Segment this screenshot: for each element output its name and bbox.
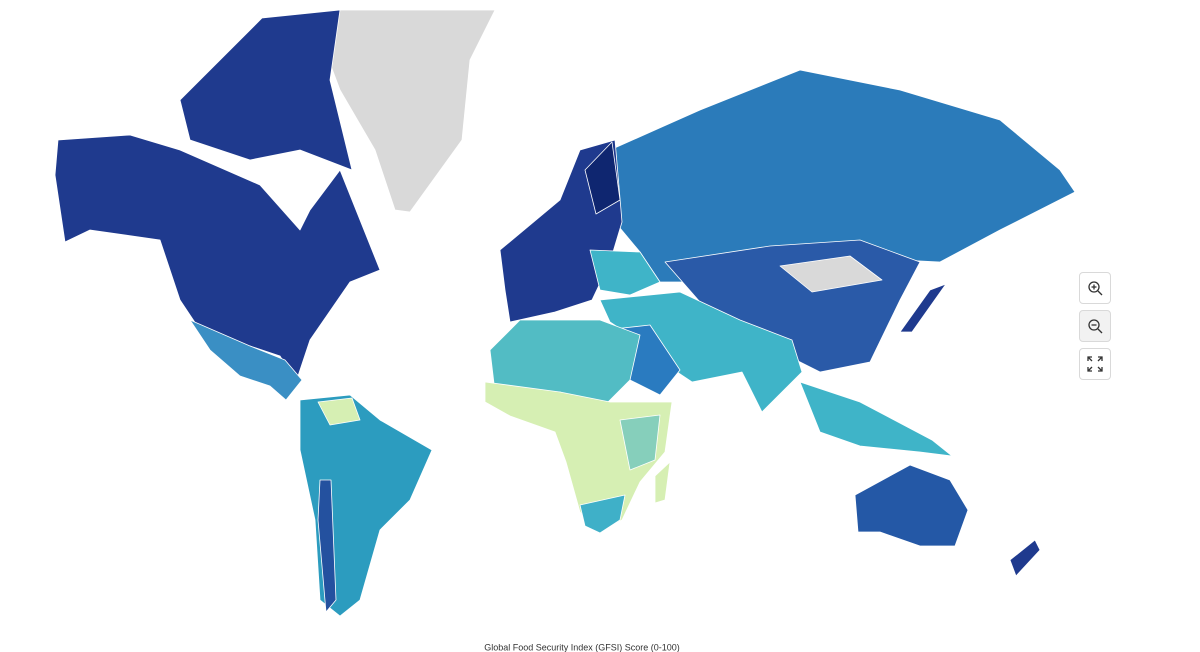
scandinavia — [584, 141, 621, 215]
chile — [317, 479, 337, 613]
zoom-in-icon — [1088, 281, 1103, 296]
reset-icon — [1087, 356, 1103, 372]
new-zealand — [1009, 539, 1041, 577]
greenland — [324, 9, 496, 213]
legend-title: Global Food Security Index (GFSI) Score … — [484, 642, 680, 652]
eastern-europe — [589, 249, 661, 296]
central-america — [189, 319, 303, 401]
southeast-asia — [799, 381, 953, 457]
australia — [854, 464, 969, 547]
countries — [54, 9, 1076, 617]
mongolia — [779, 255, 883, 293]
zoom-in-button[interactable] — [1079, 272, 1111, 304]
north-america — [54, 134, 381, 383]
reset-view-button[interactable] — [1079, 348, 1111, 380]
arctic-islands — [179, 9, 353, 171]
east-africa — [619, 414, 661, 471]
zoom-out-button[interactable] — [1079, 310, 1111, 342]
madagascar — [654, 461, 671, 504]
zoom-out-icon — [1088, 319, 1103, 334]
venezuela — [317, 397, 361, 426]
south-africa — [579, 494, 626, 534]
japan — [899, 283, 947, 333]
